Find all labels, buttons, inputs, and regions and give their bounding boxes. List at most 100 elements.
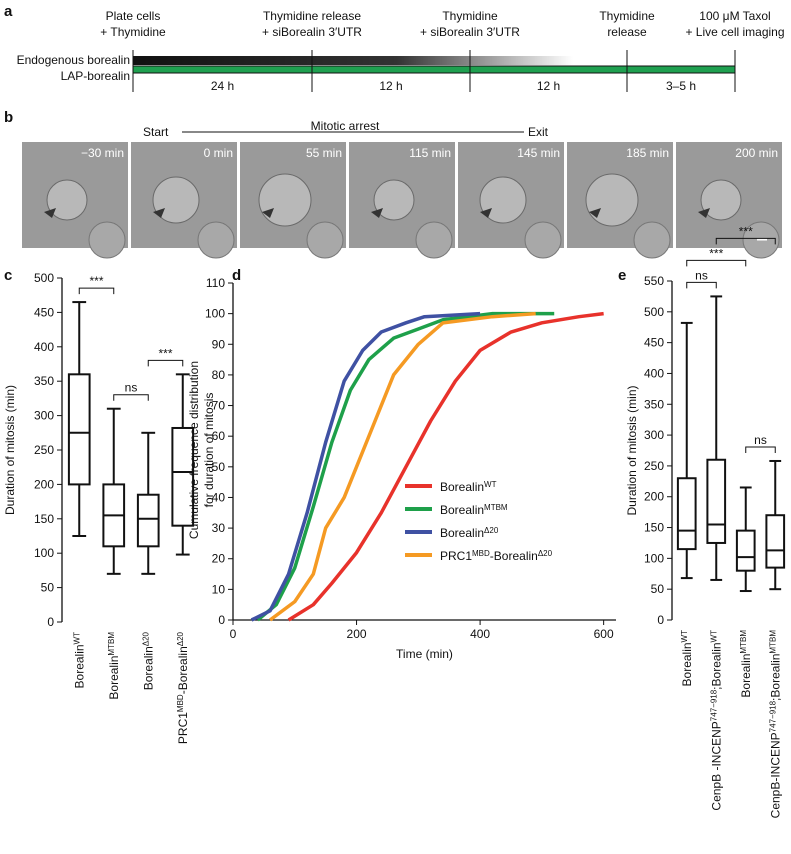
cell xyxy=(373,179,415,221)
frame-time: 115 min xyxy=(409,146,451,160)
text-part: Borealin xyxy=(72,644,86,688)
box xyxy=(676,477,697,551)
y-tick-label: 450 xyxy=(644,336,664,350)
panel-label: a xyxy=(4,3,13,20)
superscript: MBD xyxy=(472,549,490,558)
y-tick-label: 110 xyxy=(206,276,225,290)
cell xyxy=(585,173,639,227)
cell xyxy=(415,221,453,259)
superscript: WT xyxy=(709,630,718,643)
y-tick-label: 500 xyxy=(644,305,664,319)
y-tick-label: 30 xyxy=(212,521,226,535)
cell xyxy=(197,221,235,259)
arrowhead xyxy=(44,208,56,218)
cell xyxy=(479,176,527,224)
superscript: MTBM xyxy=(768,630,777,654)
y-tick-label: 10 xyxy=(212,582,226,596)
cell xyxy=(46,179,88,221)
y-tick-label: 350 xyxy=(644,397,664,411)
y-tick-label: 100 xyxy=(34,546,54,560)
x-axis-label: Time (min) xyxy=(396,647,453,661)
x-tick-label: BorealinMTBM xyxy=(106,632,121,700)
interval-label: 24 h xyxy=(211,79,234,93)
cell xyxy=(152,176,200,224)
cell xyxy=(88,221,126,259)
frame-time: 185 min xyxy=(626,146,669,160)
y-tick-label: 0 xyxy=(47,615,54,629)
y-tick-label: 150 xyxy=(34,512,54,526)
y-tick-label: 90 xyxy=(212,337,226,351)
frame-time: 200 min xyxy=(735,146,778,160)
scale-bar xyxy=(757,238,767,241)
step-label: Thymidine xyxy=(442,9,498,23)
y-axis-label: Duration of mitosis (min) xyxy=(3,385,17,515)
series-line xyxy=(287,311,604,622)
y-tick-label: 80 xyxy=(212,368,226,382)
y-axis-label: Duration of mitosis (min) xyxy=(625,385,639,515)
text-part: CenpB-INCENP xyxy=(768,732,782,818)
significance-label: *** xyxy=(709,246,723,260)
interval-label: 3–5 h xyxy=(666,79,696,93)
y-tick-label: 70 xyxy=(212,399,226,413)
legend-label: BorealinWT xyxy=(440,480,497,495)
legend-label: BorealinΔ20 xyxy=(440,526,499,541)
superscript: WT xyxy=(484,480,497,489)
x-tick-label: CenpB-INCENP747−918;BorealinMTBM xyxy=(768,630,783,819)
y-tick-label: 200 xyxy=(644,490,664,504)
significance-label: *** xyxy=(739,224,753,238)
step-label: + Live cell imaging xyxy=(685,25,784,39)
significance-bracket xyxy=(78,287,115,295)
x-tick-label: PRC1MBD-BorealinΔ20 xyxy=(175,631,190,744)
y-tick-label: 400 xyxy=(644,366,664,380)
series-line xyxy=(269,311,536,622)
y-tick-label: 0 xyxy=(218,613,225,627)
box xyxy=(171,426,195,527)
arrowhead xyxy=(480,208,492,218)
y-tick-label: 50 xyxy=(212,460,226,474)
step-label: + siBorealin 3′UTR xyxy=(262,25,362,39)
y-tick-label: 450 xyxy=(34,305,54,319)
x-tick-label: BorealinWT xyxy=(679,630,694,687)
superscript: MBD xyxy=(175,694,184,712)
y-tick-label: 60 xyxy=(212,429,226,443)
y-tick-label: 500 xyxy=(34,271,54,285)
text-part: Borealin xyxy=(440,503,484,517)
step-label: + Thymidine xyxy=(100,25,166,39)
cell xyxy=(633,221,671,259)
legend-label: PRC1MBD-BorealinΔ20 xyxy=(440,549,553,564)
step-label: Thymidine release xyxy=(263,9,361,23)
x-tick-label: 400 xyxy=(470,627,490,641)
box xyxy=(67,373,91,486)
y-tick-label: 400 xyxy=(34,340,54,354)
significance-bracket xyxy=(113,394,149,401)
cell xyxy=(700,179,742,221)
significance-bracket xyxy=(715,237,776,245)
text-part: PRC1 xyxy=(176,712,190,744)
cell xyxy=(306,221,344,259)
significance-bracket xyxy=(686,281,717,289)
superscript: Δ20 xyxy=(175,631,184,646)
y-tick-label: 150 xyxy=(644,521,664,535)
frame-time: 55 min xyxy=(306,146,342,160)
x-tick-label: 200 xyxy=(347,627,367,641)
exit-label: Exit xyxy=(528,125,549,139)
superscript: Δ20 xyxy=(484,526,499,535)
y-tick-label: 200 xyxy=(34,477,54,491)
series-line xyxy=(250,311,481,622)
row-label: LAP-borealin xyxy=(61,69,130,83)
x-tick-label: CenpB -INCENP747−918;BorealinWT xyxy=(709,630,724,811)
interval-label: 12 h xyxy=(379,79,402,93)
x-tick-label: BorealinΔ20 xyxy=(141,631,156,690)
text-part: Borealin xyxy=(440,480,484,494)
y-tick-label: 20 xyxy=(212,552,226,566)
y-tick-label: 100 xyxy=(205,307,225,321)
significance-bracket xyxy=(686,259,747,267)
text-part: ;Borealin xyxy=(709,642,723,689)
y-tick-label: 100 xyxy=(644,551,664,565)
step-label: Plate cells xyxy=(106,9,161,23)
interval-label: 12 h xyxy=(537,79,560,93)
superscript: Δ20 xyxy=(538,549,553,558)
superscript: WT xyxy=(679,630,688,643)
phase-label: Mitotic arrest xyxy=(311,119,380,133)
